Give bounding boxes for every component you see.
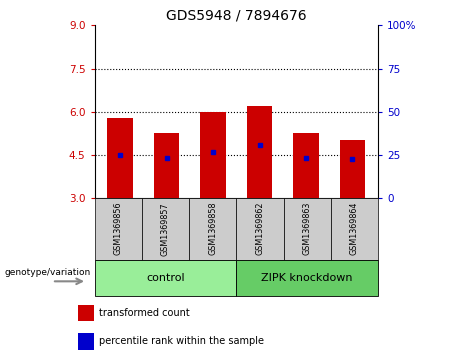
Bar — [107, 118, 133, 198]
Text: GSM1369858: GSM1369858 — [208, 202, 217, 256]
Text: GSM1369862: GSM1369862 — [255, 202, 265, 256]
Title: GDS5948 / 7894676: GDS5948 / 7894676 — [166, 9, 307, 23]
Bar — [95, 260, 236, 296]
Bar — [247, 106, 272, 198]
Bar — [189, 198, 236, 260]
Text: GSM1369863: GSM1369863 — [302, 202, 312, 256]
Bar — [77, 305, 95, 321]
Bar — [142, 198, 189, 260]
Bar — [95, 198, 142, 260]
Bar — [236, 260, 378, 296]
Bar — [77, 334, 95, 350]
Text: ZIPK knockdown: ZIPK knockdown — [261, 273, 353, 283]
Bar — [284, 198, 331, 260]
Text: genotype/variation: genotype/variation — [5, 268, 91, 277]
Text: GSM1369856: GSM1369856 — [113, 202, 123, 256]
Text: transformed count: transformed count — [99, 307, 190, 318]
Bar — [236, 198, 284, 260]
Bar — [340, 140, 365, 198]
Bar — [154, 133, 179, 198]
Text: GSM1369857: GSM1369857 — [161, 202, 170, 256]
Bar — [331, 198, 378, 260]
Bar — [293, 133, 319, 198]
Text: control: control — [146, 273, 185, 283]
Bar — [200, 113, 226, 198]
Text: percentile rank within the sample: percentile rank within the sample — [99, 336, 264, 346]
Text: GSM1369864: GSM1369864 — [350, 202, 359, 256]
